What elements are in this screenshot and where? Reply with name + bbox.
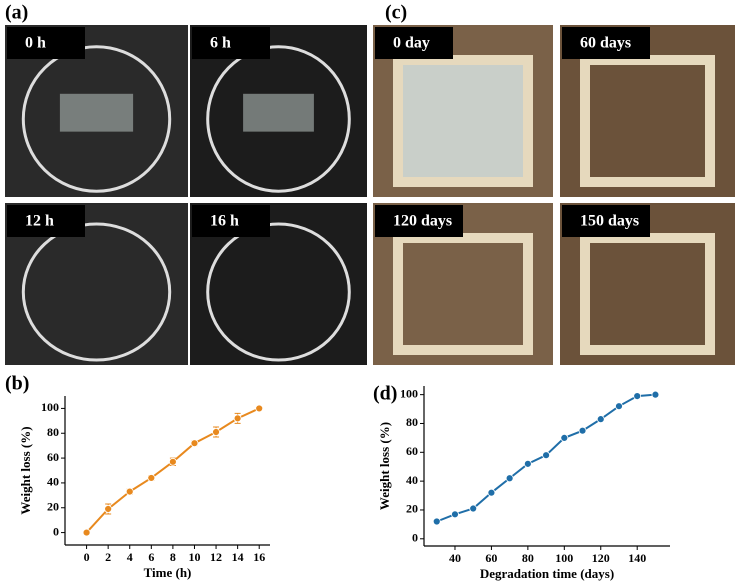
x-tick-label: 120 xyxy=(592,551,610,565)
panel-label: (a) xyxy=(5,2,28,24)
panel-label: (c) xyxy=(385,2,407,24)
data-point xyxy=(469,504,478,513)
y-tick-label: 80 xyxy=(47,425,59,439)
x-axis-label: Time (h) xyxy=(144,565,192,580)
data-point xyxy=(125,487,134,496)
photo-label: 0 h xyxy=(25,35,46,52)
photo-label: 12 h xyxy=(25,213,54,230)
y-axis-label: Weight loss (%) xyxy=(18,426,33,514)
film xyxy=(243,93,314,132)
data-point xyxy=(487,488,496,497)
y-tick-label: 60 xyxy=(406,444,418,458)
photo-label: 60 days xyxy=(580,35,631,52)
chart: (d)40 60 80 100 120 140020406080100Degradatio… xyxy=(373,383,670,581)
data-point xyxy=(596,415,605,424)
x-tick-label: 100 xyxy=(555,551,573,565)
photo-label: 150 days xyxy=(580,213,639,230)
data-point xyxy=(82,528,91,537)
data-point xyxy=(651,390,660,399)
label-box xyxy=(192,27,270,59)
data-point xyxy=(168,457,177,466)
data-point xyxy=(505,474,514,483)
photo-label: 16 h xyxy=(210,213,239,230)
y-tick-label: 0 xyxy=(53,524,59,538)
x-tick-label: 12 xyxy=(210,550,222,564)
label-box xyxy=(7,27,85,59)
photo-label: 0 day xyxy=(393,35,430,52)
film-frame xyxy=(393,233,533,355)
label-box xyxy=(562,205,650,237)
petri-dish xyxy=(206,45,351,193)
y-tick-label: 40 xyxy=(406,473,418,487)
petri-dish xyxy=(21,222,172,362)
panel-label: (b) xyxy=(5,373,29,395)
data-point xyxy=(560,433,569,442)
data-point xyxy=(233,414,242,423)
data-point xyxy=(147,474,156,482)
y-tick-label: 0 xyxy=(412,531,418,545)
label-box xyxy=(375,205,463,237)
x-tick-label: 0 xyxy=(84,550,90,564)
x-tick-label: 14 xyxy=(232,550,244,564)
data-point xyxy=(615,402,623,411)
y-tick-label: 20 xyxy=(47,500,59,514)
data-point xyxy=(451,510,459,519)
photo-label: 6 h xyxy=(210,35,231,52)
petri-dish xyxy=(206,222,351,362)
data-point xyxy=(212,428,220,436)
label-box xyxy=(562,27,650,59)
y-tick-label: 100 xyxy=(41,400,59,414)
x-tick-label: 80 xyxy=(522,551,534,565)
y-tick-label: 40 xyxy=(47,475,59,489)
y-tick-label: 80 xyxy=(406,415,418,429)
y-axis-label: Weight loss (%) xyxy=(377,422,392,510)
film-frame xyxy=(580,233,715,355)
y-tick-label: 20 xyxy=(406,502,418,516)
chart: (b) 0 2 4 6 8 10 12 14 16 0 20 40 60 80 100 Time (h) Weig… xyxy=(5,373,270,580)
data-point xyxy=(432,517,441,526)
label-box xyxy=(7,205,85,237)
x-tick-label: 6 xyxy=(148,550,154,564)
x-tick-label: 8 xyxy=(170,550,176,564)
y-tick-label: 60 xyxy=(47,450,59,464)
photo-label: 120 days xyxy=(393,213,452,230)
data-point xyxy=(578,426,587,435)
x-tick-label: 140 xyxy=(628,551,646,565)
data-point xyxy=(255,404,264,413)
x-tick-label: 16 xyxy=(253,550,265,564)
data-point xyxy=(542,451,550,460)
label-box xyxy=(375,27,453,59)
y-tick-label: 100 xyxy=(400,386,418,400)
panel-label: (d) xyxy=(373,383,397,405)
film-frame xyxy=(580,55,715,187)
data-point xyxy=(190,439,199,448)
data-line xyxy=(85,407,260,534)
label-box xyxy=(192,205,270,237)
x-tick-label: 10 xyxy=(188,550,200,564)
data-point xyxy=(633,392,642,400)
petri-dish xyxy=(21,45,172,193)
data-point xyxy=(523,459,532,468)
film-frame xyxy=(393,55,533,187)
film xyxy=(59,93,134,132)
x-tick-label: 40 xyxy=(449,551,461,565)
x-tick-label: 4 xyxy=(127,550,133,564)
x-tick-label: 60 xyxy=(485,551,497,565)
x-axis-label: Degradation time (days) xyxy=(480,566,614,581)
x-tick-label: 2 xyxy=(105,550,111,564)
data-point xyxy=(104,505,113,513)
